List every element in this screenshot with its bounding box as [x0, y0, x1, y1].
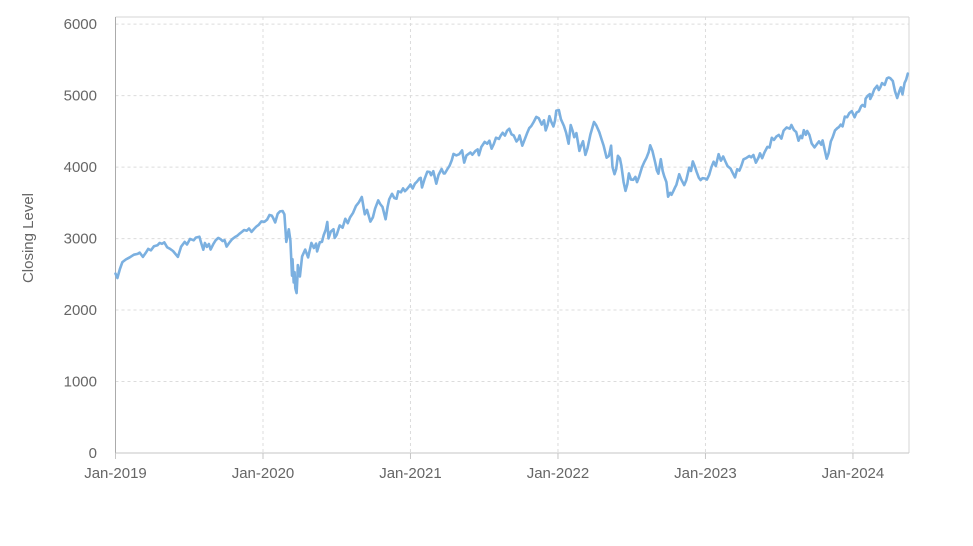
y-tick-label: 3000: [64, 231, 97, 248]
gridlines: [115, 17, 909, 453]
y-tick-label: 4000: [64, 159, 97, 176]
y-tick-label: 6000: [64, 16, 97, 33]
x-tick-label: Jan-2019: [84, 465, 147, 482]
x-tick-label: Jan-2020: [232, 465, 295, 482]
x-tick-label: Jan-2023: [674, 465, 737, 482]
axis-tick-labels: Jan-2019 Jan-2020 Jan-2021 Jan-2022 Jan-2023…: [64, 16, 885, 482]
x-tick-label: Jan-2024: [822, 465, 885, 482]
y-tick-label: 2000: [64, 302, 97, 319]
y-axis-title: Closing Level: [20, 193, 37, 283]
x-tick-label: Jan-2022: [527, 465, 590, 482]
x-tick-label: Jan-2021: [379, 465, 442, 482]
y-tick-label: 1000: [64, 374, 97, 391]
axes: [115, 16, 910, 459]
closing-level-line: [114, 72, 910, 295]
y-tick-label: 5000: [64, 88, 97, 105]
y-tick-label: 0: [89, 445, 97, 462]
